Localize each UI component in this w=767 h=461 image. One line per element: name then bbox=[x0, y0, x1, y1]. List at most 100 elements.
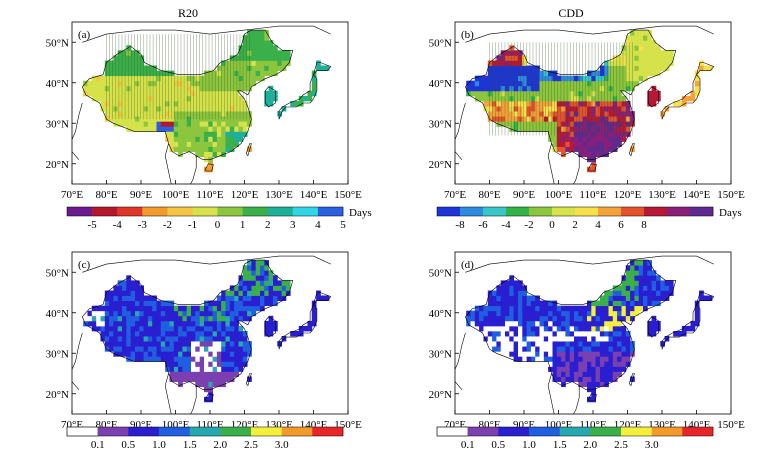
colorbar-tick-label: 2 bbox=[265, 219, 271, 231]
colorbar-swatch bbox=[483, 207, 507, 216]
colorbar-swatch bbox=[220, 427, 252, 436]
y-tick-label: 20°N bbox=[429, 159, 452, 171]
colorbar-swatch bbox=[498, 427, 530, 436]
x-tick-label: 100°E bbox=[545, 189, 573, 201]
colorbar-tick-label: -2 bbox=[163, 219, 172, 231]
colorbar-tick-label: 6 bbox=[618, 219, 624, 231]
x-tick-label: 130°E bbox=[265, 189, 293, 201]
x-tick-label: 130°E bbox=[648, 189, 676, 201]
x-tick-label: 70°E bbox=[444, 189, 466, 201]
colorbar-tick-label: -4 bbox=[113, 219, 123, 231]
colorbar-tick-label: -5 bbox=[88, 219, 98, 231]
colorbar-swatch bbox=[92, 207, 118, 216]
panel-b: (b) 70°E 80°E 90°E 100°E 110°E 120°E 130°E 140°E… bbox=[429, 21, 745, 231]
panel-field-c bbox=[72, 255, 332, 414]
y-tick-label: 30°N bbox=[429, 118, 452, 130]
x-tick-label: 100°E bbox=[162, 189, 190, 201]
colorbar-swatch bbox=[317, 207, 344, 216]
colorbar-tick-label: 5 bbox=[340, 219, 346, 231]
colorbar-swatch bbox=[575, 207, 599, 216]
colorbar-tick-label: 2.0 bbox=[213, 439, 227, 451]
colorbar-tick-label: -2 bbox=[524, 219, 533, 231]
colorbar-tick-label: 0.5 bbox=[121, 439, 135, 451]
panel-title-b: CDD bbox=[558, 6, 584, 20]
colorbar-swatch bbox=[242, 207, 268, 216]
y-tick-label: 40°N bbox=[429, 78, 452, 90]
coastlines bbox=[455, 255, 715, 414]
colorbar-swatch bbox=[667, 207, 691, 216]
y-tick-label: 30°N bbox=[46, 118, 69, 130]
colorbar-swatch bbox=[436, 426, 469, 437]
colorbar-swatch bbox=[651, 427, 683, 436]
colorbar-swatch bbox=[621, 207, 645, 216]
colorbar-swatch bbox=[437, 207, 461, 216]
colorbar-swatch bbox=[292, 207, 319, 216]
panel-d: (d)70°E 80°E 90°E 100°E 110°E 120°E 130°E 140°E… bbox=[429, 251, 745, 451]
colorbar-swatch bbox=[621, 427, 652, 436]
colorbar-tick-label: 4 bbox=[595, 219, 601, 231]
x-tick-label: 70°E bbox=[61, 189, 83, 201]
colorbar-swatch bbox=[281, 427, 313, 436]
panel-label: (d) bbox=[461, 259, 474, 271]
colorbar-tick-label: -8 bbox=[455, 219, 465, 231]
colorbar-swatch bbox=[644, 207, 668, 216]
colorbar-swatch bbox=[192, 207, 218, 216]
colorbar-swatch bbox=[117, 207, 143, 216]
colorbar-swatch bbox=[167, 207, 193, 216]
x-tick-label: 90°E bbox=[513, 189, 535, 201]
coastlines bbox=[72, 25, 332, 184]
colorbar-tick-label: 2.0 bbox=[583, 439, 597, 451]
panel-c: (c)70°E 80°E 90°E 100°E 110°E 120°E 130°E 140°E… bbox=[46, 251, 362, 451]
colorbar-tick-label: -4 bbox=[501, 219, 511, 231]
colorbar-tick-label: 1.5 bbox=[553, 439, 567, 451]
y-tick-label: 30°N bbox=[46, 348, 69, 360]
colorbar-tick-label: 3.0 bbox=[645, 439, 659, 451]
colorbar-tick-label: 1 bbox=[240, 219, 246, 231]
x-tick-label: 90°E bbox=[130, 189, 152, 201]
panel-label: (a) bbox=[78, 29, 91, 41]
panel-a: (a) 70°E 80°E 90°E 100°E 110°E 120°E 130°E 140°E… bbox=[46, 21, 372, 231]
y-tick-label: 50°N bbox=[429, 37, 452, 49]
coastlines bbox=[455, 25, 715, 184]
colorbar-tick-label: -6 bbox=[478, 219, 488, 231]
y-tick-label: 30°N bbox=[429, 348, 452, 360]
colorbar-swatch bbox=[189, 427, 221, 436]
colorbar-tick-label: 0.1 bbox=[91, 439, 105, 451]
x-tick-label: 150°E bbox=[717, 419, 745, 431]
y-tick-label: 20°N bbox=[429, 389, 452, 401]
colorbar-tick-label: 3 bbox=[290, 219, 296, 231]
colorbar-swatch bbox=[159, 427, 190, 436]
y-tick-label: 20°N bbox=[46, 159, 69, 171]
panel-field-b bbox=[455, 25, 715, 184]
x-tick-label: 110°E bbox=[196, 189, 223, 201]
y-tick-label: 40°N bbox=[46, 308, 69, 320]
colorbar-tick-label: -1 bbox=[188, 219, 197, 231]
x-tick-label: 80°E bbox=[478, 189, 500, 201]
colorbar-tick-label: 2.5 bbox=[244, 439, 258, 451]
y-tick-label: 20°N bbox=[46, 389, 69, 401]
colorbar-swatch bbox=[66, 426, 99, 437]
colorbar-tick-label: 1.0 bbox=[522, 439, 536, 451]
colorbar-tick-label: 1.5 bbox=[183, 439, 197, 451]
coastlines bbox=[72, 255, 332, 414]
colorbar-c: 0.1 0.5 1.0 1.5 2.0 2.5 3.0 bbox=[66, 426, 344, 451]
colorbar-swatch bbox=[529, 427, 560, 436]
x-tick-label: 110°E bbox=[579, 189, 606, 201]
colorbar-tick-label: 0.1 bbox=[461, 439, 475, 451]
colorbar-tick-label: 8 bbox=[641, 219, 647, 231]
colorbar-tick-label: 3.0 bbox=[275, 439, 289, 451]
colorbar-tick-label: -3 bbox=[138, 219, 148, 231]
colorbar-unit: Days bbox=[349, 207, 372, 219]
panel-field-a bbox=[72, 25, 332, 184]
colorbar-swatch bbox=[142, 207, 168, 216]
colorbar-swatch bbox=[682, 427, 714, 436]
panel-label: (b) bbox=[461, 29, 474, 41]
colorbar-tick-label: 2.5 bbox=[614, 439, 628, 451]
colorbar-tick-label: 1.0 bbox=[152, 439, 166, 451]
y-tick-label: 40°N bbox=[46, 78, 69, 90]
colorbar-swatch bbox=[559, 427, 591, 436]
colorbar-tick-label: 0 bbox=[215, 219, 221, 231]
colorbar-swatch bbox=[217, 207, 243, 216]
